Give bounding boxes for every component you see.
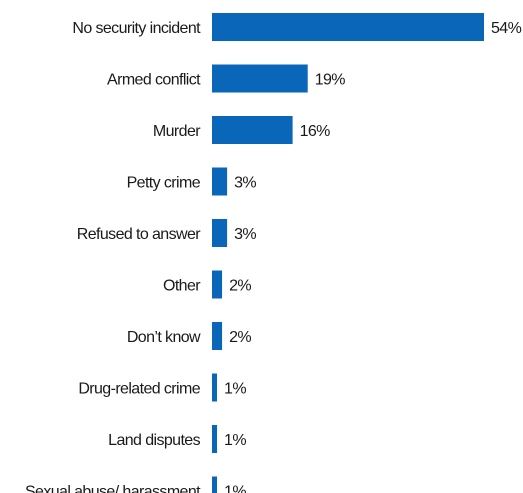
value-labels: 54% 19% 16% 3% 3% 2% 2% 1% 1% 1%: [224, 20, 522, 493]
category-label: Land disputes: [108, 432, 200, 449]
category-label: Don’t know: [127, 329, 201, 346]
category-label: Murder: [153, 123, 201, 140]
bar: [212, 270, 223, 299]
value-label: 1%: [224, 432, 246, 449]
value-label: 3%: [234, 226, 256, 243]
value-label: 3%: [234, 175, 256, 192]
bar: [212, 476, 218, 493]
bar: [212, 116, 293, 144]
value-label: 16%: [300, 123, 331, 140]
category-label: Petty crime: [127, 175, 201, 192]
value-label: 2%: [229, 278, 251, 295]
value-label: 54%: [491, 20, 522, 37]
bar: [212, 373, 218, 402]
value-label: 1%: [224, 381, 246, 398]
value-label: 2%: [229, 329, 251, 346]
category-label: Other: [163, 278, 201, 295]
bar: [212, 425, 218, 453]
category-label: Armed conflict: [107, 72, 201, 89]
category-label: No security incident: [72, 20, 201, 37]
bars-layer: [212, 13, 484, 493]
bar: [212, 13, 484, 41]
category-label: Refused to answer: [77, 226, 201, 243]
category-label: Drug-related crime: [78, 381, 200, 398]
category-label: Sexual abuse/ harassment: [25, 484, 201, 493]
category-labels: No security incident Armed conflict Murder…: [25, 20, 202, 493]
value-label: 19%: [315, 72, 346, 89]
bar: [212, 64, 308, 93]
value-label: 1%: [224, 484, 246, 493]
bar: [212, 219, 228, 247]
bar: [212, 322, 223, 350]
bar: [212, 167, 228, 196]
